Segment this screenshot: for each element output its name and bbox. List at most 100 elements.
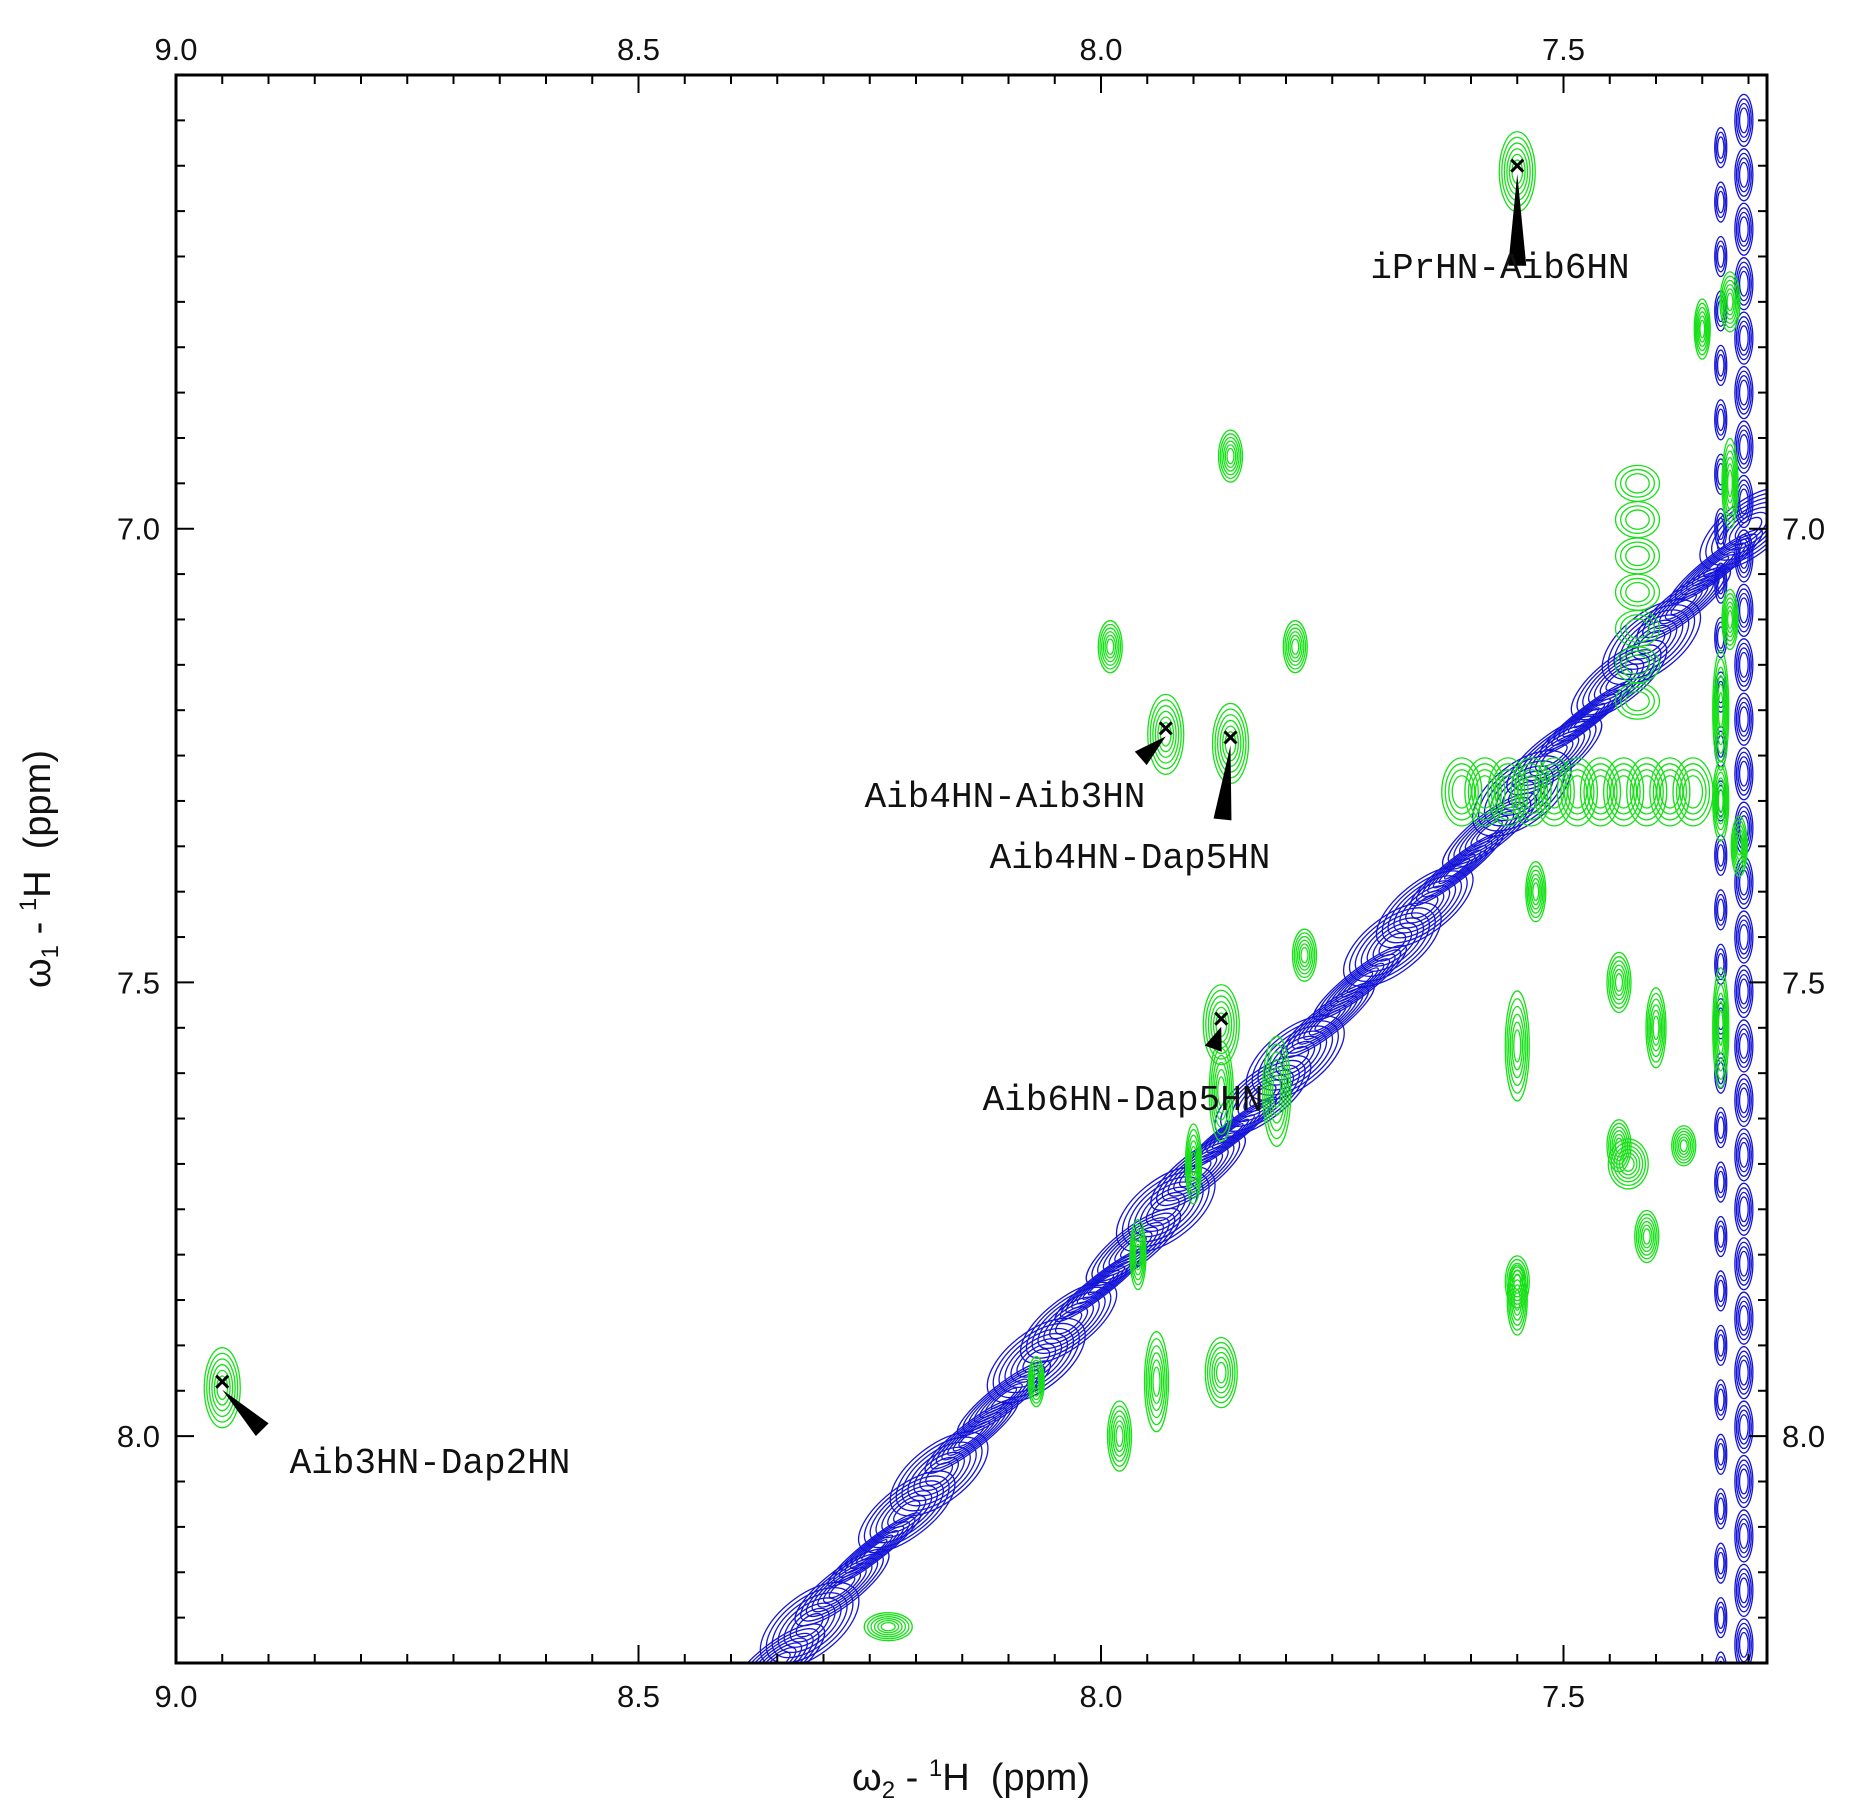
peak-label: iPrHN-Aib6HN <box>1370 248 1629 289</box>
contour-peak <box>1730 815 1748 877</box>
y-tick-label-left: 7.5 <box>117 965 160 1000</box>
contour-peak <box>1734 638 1754 692</box>
contour-peak <box>1525 861 1547 923</box>
contour-peak <box>1712 760 1730 842</box>
peak-markers: iPrHN-Aib6HN Aib4HN-Aib3HN Aib4HN-Dap5HN Ai… <box>215 158 1630 1484</box>
x-tick-label-top: 9.0 <box>154 32 197 67</box>
peak-pointer <box>222 1389 269 1437</box>
contour-peak <box>1441 757 1483 827</box>
peak-label: Aib4HN-Aib3HN <box>865 777 1146 818</box>
contour-peak <box>1714 562 1728 604</box>
peak-label: Aib6HN-Dap5HN <box>983 1080 1264 1121</box>
contour-peak <box>1614 500 1661 539</box>
contour-peak <box>1734 964 1754 1019</box>
contour-peak <box>1734 1400 1754 1454</box>
contour-peak <box>1734 1237 1754 1291</box>
contour-peak <box>1714 399 1728 441</box>
x-tick-label-bottom: 7.5 <box>1542 1679 1585 1714</box>
contour-peak <box>1626 757 1668 827</box>
contour-peak <box>1714 1596 1728 1639</box>
contour-peak <box>1721 437 1739 529</box>
axis-ticks: 9.0 9.0 8.5 8.5 8.0 8.0 7.5 7.5 7.0 7.0 7.5 7.5 8.0 8… <box>117 32 1825 1714</box>
contour-plot-area <box>203 93 1767 1663</box>
contour-peak <box>1106 1400 1133 1472</box>
contour-peak <box>863 1612 913 1642</box>
contour-peak <box>759 1581 860 1663</box>
contour-peak <box>1714 1215 1728 1258</box>
contour-peak <box>1714 1433 1728 1475</box>
contour-peak <box>1734 420 1754 474</box>
contour-peak <box>1614 537 1661 575</box>
contour-peak <box>1734 910 1754 964</box>
contour-peak <box>1614 464 1661 502</box>
peak-pointer <box>1508 173 1527 266</box>
contour-peak <box>1712 967 1730 1089</box>
contour-peak <box>1504 990 1530 1102</box>
peak-label: Aib4HN-Dap5HN <box>990 838 1271 879</box>
contour-peak <box>1719 271 1741 333</box>
contour-peak <box>1027 1356 1045 1408</box>
contour-peak <box>1734 1509 1754 1563</box>
contour-peak <box>1714 889 1728 931</box>
contour-peak <box>1342 902 1442 988</box>
contour-peak <box>1693 298 1711 360</box>
contour-peak <box>1097 620 1123 674</box>
contour-peak <box>203 1347 241 1429</box>
y-tick-label-right: 8.0 <box>1782 1419 1825 1454</box>
contour-peak <box>1734 93 1754 148</box>
contour-peak <box>1712 649 1730 771</box>
contour-peak <box>1291 928 1318 982</box>
x-axis-title: ω2 - 1H (ppm) <box>852 1755 1090 1804</box>
peak-marker <box>1223 730 1238 745</box>
contour-peak <box>1734 1563 1754 1618</box>
peak-pointer <box>1213 745 1232 821</box>
y-tick-label-right: 7.0 <box>1782 512 1825 547</box>
peak-pointer <box>1204 1026 1222 1052</box>
contour-peak <box>1282 620 1308 674</box>
contour-peak <box>1714 1488 1728 1530</box>
contour-peak <box>1714 1106 1728 1149</box>
contour-peak <box>1714 1324 1728 1367</box>
contour-peak <box>1614 573 1661 611</box>
contour-peak <box>1734 529 1754 583</box>
contour-peak <box>1714 1270 1728 1312</box>
contour-peak <box>1614 682 1661 720</box>
contour-peak <box>1217 429 1244 483</box>
x-tick-label-bottom: 8.0 <box>1079 1679 1122 1714</box>
y-tick-label-left: 7.0 <box>117 512 160 547</box>
contour-peak <box>1734 1345 1754 1400</box>
y-tick-label-right: 7.5 <box>1782 965 1825 1000</box>
contour-peak <box>1734 365 1754 420</box>
contour-peak <box>1147 693 1185 775</box>
x-tick-label-top: 7.5 <box>1542 32 1585 67</box>
contour-peak <box>1734 311 1754 365</box>
peak-marker <box>1214 1011 1229 1026</box>
x-tick-label-top: 8.0 <box>1079 32 1122 67</box>
contour-peak <box>1714 508 1728 550</box>
x-tick-label-bottom: 8.5 <box>617 1679 660 1714</box>
contour-peak <box>1714 344 1728 387</box>
contour-peak <box>1504 1255 1530 1309</box>
contour-peak <box>1734 1291 1754 1345</box>
x-tick-label-top: 8.5 <box>617 32 660 67</box>
y-tick-label-left: 8.0 <box>117 1419 160 1454</box>
contour-peak <box>1734 1128 1754 1182</box>
contour-peak <box>1645 987 1667 1069</box>
contour-peak <box>857 1470 956 1554</box>
contour-peak <box>1714 1651 1727 1663</box>
peak-marker <box>215 1374 230 1389</box>
contour-peak <box>1714 181 1728 223</box>
plot-frame <box>174 73 1769 1665</box>
contour-peak <box>1202 984 1240 1066</box>
y-axis-title: ω1 - 1H (ppm) <box>15 750 64 988</box>
contour-peak <box>1606 951 1632 1014</box>
contour-peak <box>1184 1123 1203 1205</box>
contour-peak <box>1734 1454 1754 1509</box>
peak-pointer <box>1134 736 1166 766</box>
contour-peak <box>1714 1542 1728 1584</box>
contour-peak <box>1671 1125 1697 1167</box>
contour-peak <box>1734 1019 1754 1073</box>
contour-peak <box>1714 235 1728 278</box>
contour-peak <box>1734 202 1754 256</box>
contour-peak <box>1714 1161 1728 1203</box>
